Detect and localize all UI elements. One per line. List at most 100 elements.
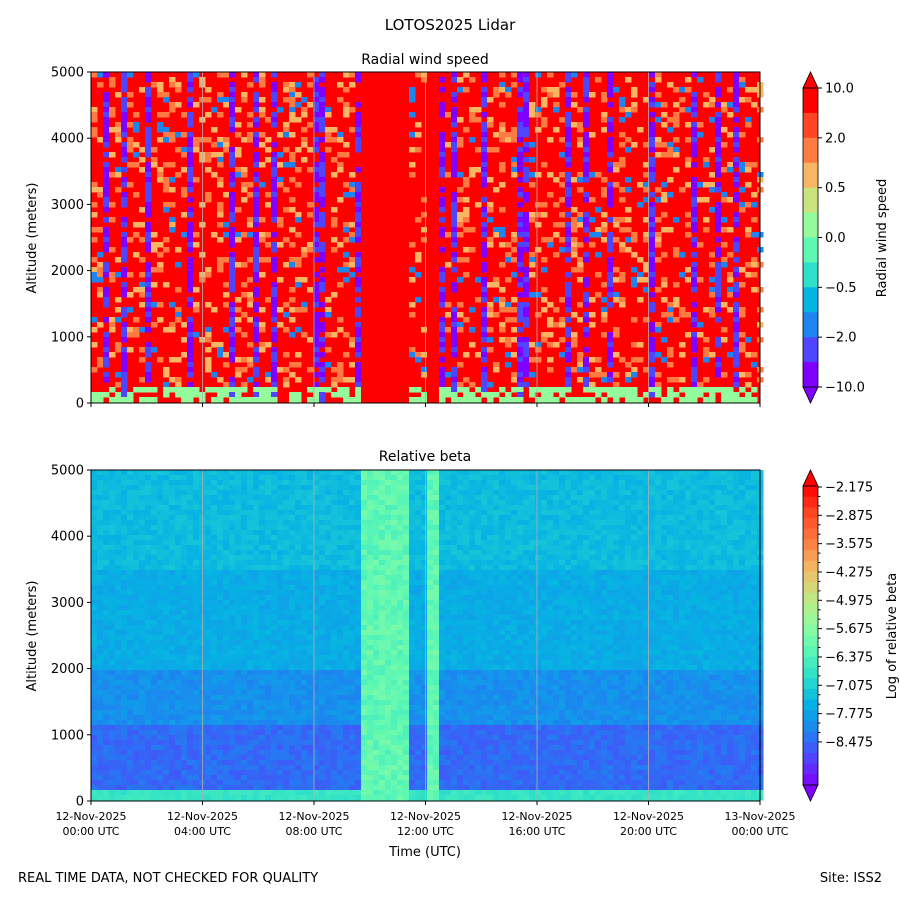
heatmap-cell bbox=[643, 142, 650, 148]
heatmap-cell bbox=[115, 695, 122, 701]
heatmap-cell bbox=[139, 515, 146, 521]
heatmap-cell bbox=[685, 122, 692, 128]
heatmap-cell bbox=[715, 367, 722, 373]
heatmap-cell bbox=[445, 232, 452, 238]
heatmap-cell bbox=[223, 685, 230, 691]
heatmap-cell bbox=[253, 392, 260, 398]
heatmap-cell bbox=[601, 127, 608, 133]
heatmap-cell bbox=[187, 610, 194, 616]
heatmap-cell bbox=[229, 635, 236, 641]
heatmap-cell bbox=[337, 367, 344, 373]
heatmap-cell bbox=[235, 387, 242, 393]
heatmap-cell bbox=[241, 540, 248, 546]
heatmap-cell bbox=[91, 730, 98, 736]
heatmap-cell bbox=[109, 770, 116, 776]
heatmap-cell bbox=[91, 750, 98, 756]
heatmap-cell bbox=[103, 352, 110, 358]
heatmap-cell bbox=[103, 610, 110, 616]
heatmap-cell bbox=[565, 172, 572, 178]
heatmap-cell bbox=[169, 790, 176, 796]
heatmap-cell bbox=[469, 137, 476, 143]
heatmap-cell bbox=[187, 765, 194, 771]
heatmap-cell bbox=[733, 382, 740, 388]
heatmap-cell bbox=[139, 795, 146, 801]
heatmap-cell bbox=[397, 157, 404, 163]
heatmap-cell bbox=[433, 102, 440, 108]
heatmap-cell bbox=[499, 87, 506, 93]
heatmap-cell bbox=[247, 257, 254, 263]
heatmap-cell bbox=[565, 142, 572, 148]
heatmap-cell bbox=[733, 142, 740, 148]
heatmap-cell bbox=[187, 485, 194, 491]
heatmap-cell bbox=[91, 670, 98, 676]
heatmap-cell bbox=[427, 197, 434, 203]
heatmap-cell bbox=[133, 745, 140, 751]
heatmap-cell bbox=[583, 212, 590, 218]
heatmap-cell bbox=[667, 127, 674, 133]
heatmap-cell bbox=[127, 605, 134, 611]
heatmap-cell bbox=[517, 342, 524, 348]
heatmap-cell bbox=[397, 272, 404, 278]
heatmap-cell bbox=[115, 565, 122, 571]
heatmap-cell bbox=[451, 107, 458, 113]
heatmap-cell bbox=[127, 470, 134, 476]
heatmap-cell bbox=[109, 695, 116, 701]
heatmap-cell bbox=[625, 237, 632, 243]
heatmap-cell bbox=[355, 187, 362, 193]
heatmap-cell bbox=[145, 780, 152, 786]
heatmap-cell bbox=[187, 680, 194, 686]
heatmap-cell bbox=[91, 770, 98, 776]
heatmap-cell bbox=[223, 520, 230, 526]
heatmap-cell bbox=[187, 605, 194, 611]
heatmap-cell bbox=[289, 262, 296, 268]
heatmap-cell bbox=[367, 312, 374, 318]
heatmap-cell bbox=[109, 570, 116, 576]
heatmap-cell bbox=[127, 505, 134, 511]
heatmap-cell bbox=[517, 292, 524, 298]
heatmap-cell bbox=[241, 655, 248, 661]
heatmap-cell bbox=[391, 382, 398, 388]
heatmap-cell bbox=[427, 182, 434, 188]
heatmap-cell bbox=[427, 382, 434, 388]
heatmap-cell bbox=[337, 132, 344, 138]
heatmap-cell bbox=[739, 162, 746, 168]
heatmap-cell bbox=[679, 272, 686, 278]
heatmap-cell bbox=[511, 352, 518, 358]
heatmap-cell bbox=[397, 327, 404, 333]
heatmap-cell bbox=[733, 217, 740, 223]
heatmap-cell bbox=[181, 550, 188, 556]
heatmap-cell bbox=[187, 630, 194, 636]
heatmap-cell bbox=[475, 147, 482, 153]
heatmap-cell bbox=[187, 500, 194, 506]
heatmap-cell bbox=[253, 107, 260, 113]
heatmap-cell bbox=[121, 117, 128, 123]
heatmap-cell bbox=[523, 212, 530, 218]
heatmap-cell bbox=[427, 277, 434, 283]
heatmap-cell bbox=[109, 545, 116, 551]
heatmap-cell bbox=[217, 745, 224, 751]
heatmap-cell bbox=[187, 540, 194, 546]
heatmap-cell bbox=[145, 760, 152, 766]
heatmap-cell bbox=[451, 207, 458, 213]
heatmap-cell bbox=[235, 720, 242, 726]
heatmap-cell bbox=[151, 510, 158, 516]
heatmap-cell bbox=[571, 237, 578, 243]
heatmap-cell bbox=[553, 127, 560, 133]
heatmap-cell bbox=[721, 337, 728, 343]
heatmap-cell bbox=[139, 282, 146, 288]
heatmap-cell bbox=[385, 182, 392, 188]
heatmap-cell bbox=[169, 685, 176, 691]
heatmap-cell bbox=[181, 680, 188, 686]
heatmap-cell bbox=[139, 575, 146, 581]
heatmap-cell bbox=[163, 725, 170, 731]
heatmap-cell bbox=[115, 630, 122, 636]
heatmap-cell bbox=[391, 197, 398, 203]
heatmap-cell bbox=[583, 367, 590, 373]
heatmap-cell bbox=[661, 197, 668, 203]
heatmap-cell bbox=[517, 302, 524, 308]
heatmap-cell bbox=[211, 750, 218, 756]
heatmap-cell bbox=[391, 307, 398, 313]
heatmap-cell bbox=[523, 322, 530, 328]
heatmap-cell bbox=[217, 715, 224, 721]
heatmap-cell bbox=[217, 765, 224, 771]
